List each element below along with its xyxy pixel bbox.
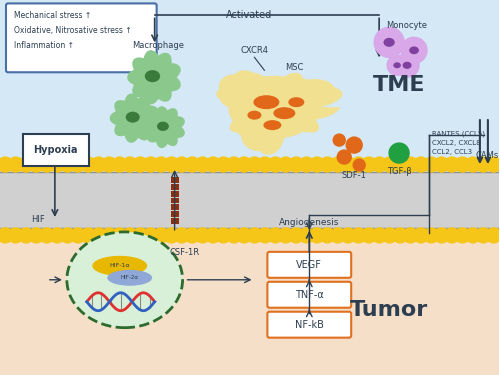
Circle shape xyxy=(50,157,64,172)
FancyBboxPatch shape xyxy=(268,312,351,338)
Circle shape xyxy=(174,228,190,243)
Circle shape xyxy=(372,228,387,243)
Circle shape xyxy=(112,228,127,243)
Circle shape xyxy=(424,228,439,243)
FancyBboxPatch shape xyxy=(268,282,351,308)
Circle shape xyxy=(70,157,86,172)
Text: Activated: Activated xyxy=(226,10,272,20)
Circle shape xyxy=(414,228,428,243)
Circle shape xyxy=(133,228,148,243)
Circle shape xyxy=(258,157,272,172)
Circle shape xyxy=(247,157,262,172)
Bar xyxy=(170,198,178,203)
Circle shape xyxy=(247,228,262,243)
Ellipse shape xyxy=(126,112,140,123)
Circle shape xyxy=(330,157,345,172)
Ellipse shape xyxy=(108,270,152,286)
Circle shape xyxy=(102,228,116,243)
Circle shape xyxy=(486,228,500,243)
Text: HIF: HIF xyxy=(31,215,45,224)
Ellipse shape xyxy=(384,38,394,47)
Circle shape xyxy=(278,157,293,172)
Bar xyxy=(170,211,178,217)
Circle shape xyxy=(299,157,314,172)
Circle shape xyxy=(122,228,138,243)
Circle shape xyxy=(81,228,96,243)
Circle shape xyxy=(288,228,304,243)
Text: CAMs: CAMs xyxy=(476,151,498,160)
Circle shape xyxy=(434,157,449,172)
Text: TME: TME xyxy=(373,75,426,95)
Circle shape xyxy=(403,228,418,243)
Circle shape xyxy=(0,228,12,243)
Text: TGF-β: TGF-β xyxy=(386,167,411,176)
Circle shape xyxy=(195,228,210,243)
Ellipse shape xyxy=(145,70,160,82)
Text: RANTES (CCL5)
CXCL2, CXCL8
CCL2, CCL3: RANTES (CCL5) CXCL2, CXCL8 CCL2, CCL3 xyxy=(432,131,485,155)
Circle shape xyxy=(455,228,470,243)
Circle shape xyxy=(164,157,179,172)
Circle shape xyxy=(8,228,23,243)
Circle shape xyxy=(154,228,168,243)
Circle shape xyxy=(133,157,148,172)
Circle shape xyxy=(320,228,335,243)
Circle shape xyxy=(382,157,397,172)
Text: VEGF: VEGF xyxy=(296,260,322,270)
Bar xyxy=(0,172,499,228)
Circle shape xyxy=(351,228,366,243)
Circle shape xyxy=(392,228,407,243)
Ellipse shape xyxy=(409,46,419,54)
Text: Macrophage: Macrophage xyxy=(132,41,184,50)
Circle shape xyxy=(206,157,220,172)
Circle shape xyxy=(226,157,242,172)
Ellipse shape xyxy=(274,107,295,119)
Circle shape xyxy=(237,228,252,243)
Circle shape xyxy=(60,228,75,243)
Circle shape xyxy=(374,27,404,57)
Circle shape xyxy=(206,228,220,243)
Ellipse shape xyxy=(402,62,411,69)
Circle shape xyxy=(362,228,376,243)
Circle shape xyxy=(346,137,362,153)
Circle shape xyxy=(299,228,314,243)
Circle shape xyxy=(226,228,242,243)
Circle shape xyxy=(122,157,138,172)
Circle shape xyxy=(424,157,439,172)
Circle shape xyxy=(8,157,23,172)
Circle shape xyxy=(382,228,397,243)
Circle shape xyxy=(154,157,168,172)
Circle shape xyxy=(387,55,407,75)
Circle shape xyxy=(476,157,491,172)
Circle shape xyxy=(455,157,470,172)
Circle shape xyxy=(333,134,345,146)
Circle shape xyxy=(185,157,200,172)
Circle shape xyxy=(216,157,231,172)
Circle shape xyxy=(444,228,460,243)
Circle shape xyxy=(337,150,351,164)
Text: Monocyte: Monocyte xyxy=(386,21,428,30)
Circle shape xyxy=(40,228,54,243)
FancyBboxPatch shape xyxy=(23,134,89,166)
Circle shape xyxy=(434,228,449,243)
Circle shape xyxy=(401,38,427,63)
Circle shape xyxy=(18,228,34,243)
Circle shape xyxy=(372,157,387,172)
Text: CSF-1R: CSF-1R xyxy=(170,248,200,257)
Circle shape xyxy=(164,228,179,243)
Text: TNF-α: TNF-α xyxy=(295,290,324,300)
Circle shape xyxy=(310,157,324,172)
Circle shape xyxy=(0,157,12,172)
Circle shape xyxy=(40,157,54,172)
Ellipse shape xyxy=(67,232,182,328)
Circle shape xyxy=(362,157,376,172)
Circle shape xyxy=(340,157,355,172)
Ellipse shape xyxy=(288,97,304,107)
Circle shape xyxy=(320,157,335,172)
Circle shape xyxy=(486,157,500,172)
Circle shape xyxy=(143,157,158,172)
Polygon shape xyxy=(127,50,181,104)
Polygon shape xyxy=(216,70,342,155)
Circle shape xyxy=(216,228,231,243)
Ellipse shape xyxy=(157,122,169,131)
Circle shape xyxy=(92,228,106,243)
